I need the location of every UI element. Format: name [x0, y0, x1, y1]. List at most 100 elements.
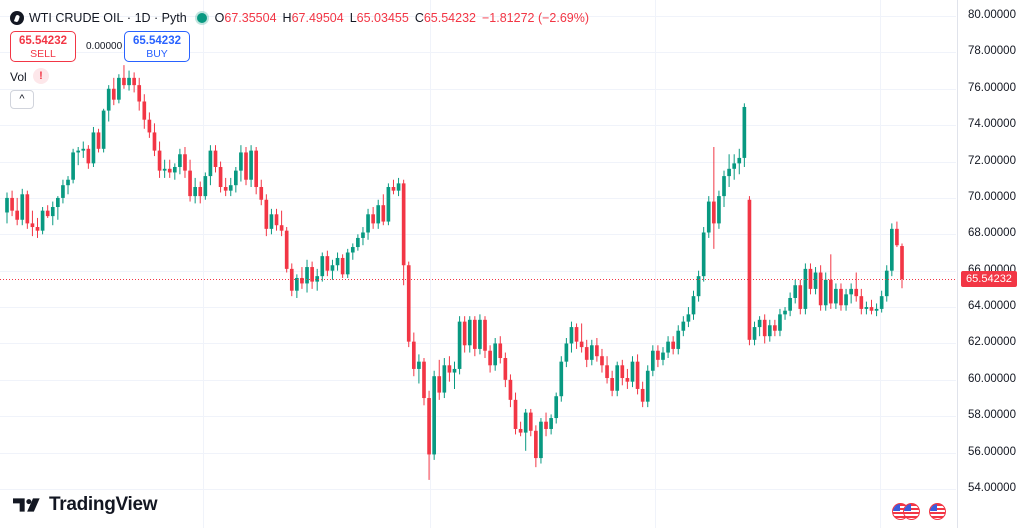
candle[interactable]	[66, 176, 70, 195]
candle[interactable]	[605, 356, 609, 384]
candle[interactable]	[778, 308, 782, 337]
candle[interactable]	[722, 170, 726, 208]
candle[interactable]	[671, 336, 675, 355]
candle[interactable]	[396, 177, 401, 197]
candle[interactable]	[717, 190, 721, 229]
candle[interactable]	[467, 316, 472, 353]
candle[interactable]	[437, 359, 442, 400]
candle[interactable]	[747, 196, 752, 346]
candle[interactable]	[142, 94, 147, 129]
candle[interactable]	[676, 325, 681, 355]
candle[interactable]	[691, 290, 696, 320]
candle[interactable]	[356, 234, 360, 251]
volume-label[interactable]: Vol	[10, 70, 27, 84]
candle[interactable]	[361, 227, 365, 246]
candle[interactable]	[25, 190, 30, 229]
candle[interactable]	[132, 72, 136, 93]
candle[interactable]	[834, 283, 838, 309]
candle[interactable]	[152, 123, 157, 157]
candle[interactable]	[188, 159, 192, 202]
candle[interactable]	[178, 148, 182, 175]
candle[interactable]	[300, 267, 304, 289]
candle[interactable]	[635, 354, 640, 395]
candle[interactable]	[773, 319, 777, 337]
candle[interactable]	[579, 323, 584, 353]
candle[interactable]	[828, 254, 833, 309]
candle[interactable]	[788, 292, 792, 317]
candle[interactable]	[518, 421, 523, 437]
candle[interactable]	[96, 128, 101, 153]
candle[interactable]	[874, 303, 879, 317]
chevron-up-icon[interactable]: ^	[10, 90, 34, 109]
candle[interactable]	[35, 217, 40, 238]
candle[interactable]	[5, 192, 9, 224]
candle[interactable]	[844, 288, 848, 311]
candle[interactable]	[15, 197, 20, 226]
candle[interactable]	[681, 316, 686, 337]
candle[interactable]	[752, 321, 757, 346]
candle[interactable]	[40, 207, 45, 235]
candle[interactable]	[569, 321, 574, 353]
candle[interactable]	[859, 288, 864, 315]
candle[interactable]	[213, 145, 218, 173]
candle[interactable]	[50, 201, 55, 226]
candle[interactable]	[137, 77, 142, 111]
candle[interactable]	[76, 146, 81, 166]
candle[interactable]	[452, 361, 457, 389]
candle[interactable]	[427, 390, 431, 480]
candle[interactable]	[10, 190, 14, 217]
candle[interactable]	[218, 161, 223, 193]
candle[interactable]	[767, 319, 772, 342]
candle[interactable]	[411, 332, 416, 377]
candle[interactable]	[727, 154, 731, 188]
candle[interactable]	[884, 265, 889, 302]
candle[interactable]	[493, 338, 498, 371]
candle[interactable]	[264, 194, 269, 237]
candle[interactable]	[737, 148, 742, 175]
candle[interactable]	[366, 208, 370, 240]
candle[interactable]	[183, 146, 187, 178]
candle[interactable]	[269, 208, 274, 235]
candle[interactable]	[889, 223, 894, 277]
candle[interactable]	[483, 316, 487, 359]
candle[interactable]	[534, 425, 538, 468]
candle[interactable]	[900, 243, 904, 289]
candle[interactable]	[686, 307, 691, 328]
candle[interactable]	[508, 374, 513, 408]
candle[interactable]	[56, 196, 60, 220]
candle[interactable]	[340, 254, 345, 278]
candle[interactable]	[30, 210, 35, 237]
candle[interactable]	[111, 77, 116, 106]
candle[interactable]	[61, 179, 65, 204]
candle[interactable]	[162, 159, 167, 178]
candle[interactable]	[610, 370, 614, 397]
candle[interactable]	[157, 141, 162, 178]
candle[interactable]	[127, 70, 131, 91]
candle[interactable]	[879, 290, 884, 313]
candle[interactable]	[869, 299, 874, 315]
candle[interactable]	[732, 154, 737, 180]
candle[interactable]	[564, 338, 569, 368]
buy-button[interactable]: 65.54232 BUY	[124, 31, 190, 62]
candle[interactable]	[239, 145, 243, 182]
candle[interactable]	[849, 283, 853, 304]
candle[interactable]	[895, 221, 899, 248]
candle[interactable]	[813, 267, 818, 295]
candle[interactable]	[371, 207, 375, 229]
candle[interactable]	[315, 268, 320, 291]
interval-label[interactable]: 1D	[134, 11, 151, 25]
candle[interactable]	[86, 145, 91, 169]
candle[interactable]	[81, 141, 86, 158]
candle[interactable]	[513, 392, 518, 435]
candle[interactable]	[661, 347, 665, 366]
candle[interactable]	[167, 159, 172, 178]
candle[interactable]	[345, 248, 350, 278]
candle[interactable]	[101, 108, 106, 153]
candle[interactable]	[422, 358, 426, 406]
candle[interactable]	[208, 145, 213, 186]
candle[interactable]	[528, 408, 533, 437]
candle[interactable]	[381, 194, 386, 226]
candle[interactable]	[584, 339, 589, 368]
candle[interactable]	[386, 183, 391, 226]
candle[interactable]	[630, 356, 635, 388]
